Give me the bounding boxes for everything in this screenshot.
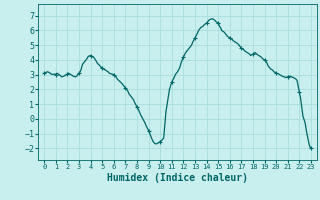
X-axis label: Humidex (Indice chaleur): Humidex (Indice chaleur) <box>107 173 248 183</box>
